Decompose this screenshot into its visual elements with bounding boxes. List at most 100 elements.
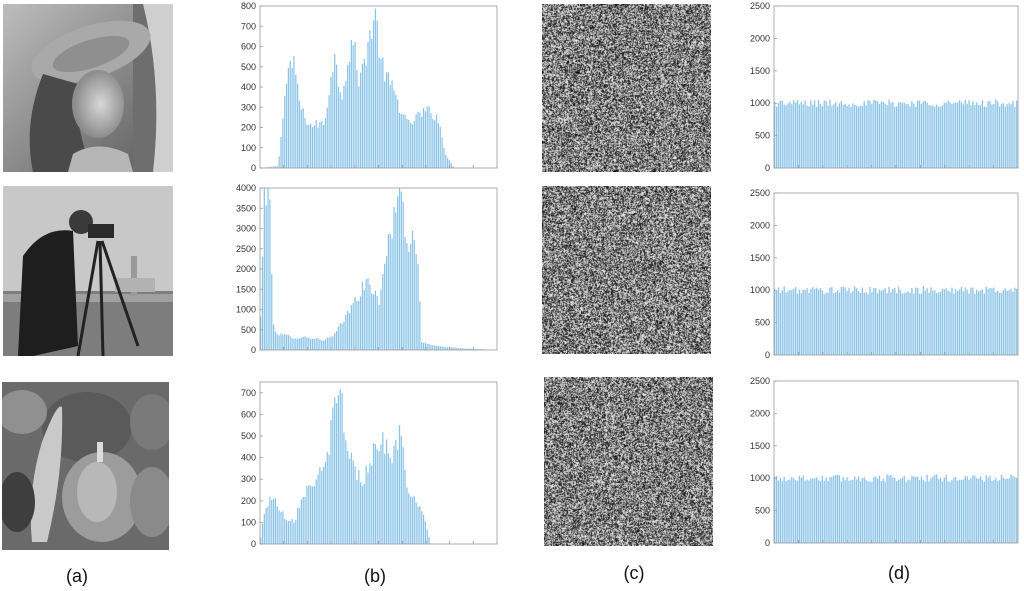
histogram-bar (304, 118, 306, 168)
histogram-bar (382, 273, 384, 350)
histogram-bar (278, 156, 280, 168)
histogram-bar (815, 106, 818, 168)
histogram-bar (326, 337, 328, 350)
histogram-bar (890, 475, 892, 543)
histogram-bar (823, 100, 825, 168)
histogram-bar (833, 104, 835, 168)
histogram-original-row-2: 0 500 1000 1500 2000 2500 3000 3500 4000 (226, 183, 501, 356)
histogram-bar (958, 289, 961, 355)
histogram-bar (347, 450, 349, 544)
histogram-bar (920, 476, 923, 543)
histogram-bar (426, 344, 428, 350)
histogram-bar (894, 106, 896, 168)
histogram-bar (791, 103, 793, 168)
histogram-bar (916, 287, 919, 355)
histogram-bar (798, 289, 801, 355)
histogram-bar (1004, 106, 1006, 168)
histogram-bar (974, 475, 976, 543)
histogram-bar (987, 477, 989, 543)
noise-canvas (542, 4, 711, 172)
histogram-bar (998, 106, 1001, 168)
y-tick-label: 500 (241, 62, 256, 72)
histogram-bar (798, 104, 801, 168)
histogram-bar (932, 105, 934, 168)
histogram-bar (859, 481, 862, 543)
histogram-bar (821, 475, 823, 543)
histogram-bar (409, 496, 412, 544)
histogram-bar (354, 297, 356, 350)
histogram-bar (977, 478, 980, 543)
histogram-bar (380, 289, 382, 350)
histogram-bar (890, 292, 892, 355)
histogram-bar (419, 301, 421, 350)
histogram-bar (789, 290, 791, 355)
histogram-bar (901, 102, 904, 168)
histogram-bar (322, 340, 325, 350)
histogram-bar (421, 116, 423, 168)
histogram-bar (335, 64, 338, 168)
histogram-bar (939, 477, 942, 543)
histogram-bar (958, 100, 961, 168)
y-tick-label: 300 (241, 474, 256, 484)
histogram-bar (962, 291, 965, 355)
histogram-bar (869, 100, 871, 168)
histogram-bar (413, 496, 415, 544)
y-tick-label: 0 (251, 163, 256, 173)
histogram-bar (840, 100, 843, 168)
histogram-bar (469, 348, 471, 350)
histogram-bar (890, 102, 892, 168)
histogram-bar (941, 288, 944, 355)
histogram-bar (876, 478, 879, 543)
histogram-bar (901, 293, 904, 355)
histogram-bar (922, 101, 924, 168)
histogram-bar (361, 485, 364, 544)
histogram-bar (309, 123, 312, 168)
histogram-bar (404, 114, 406, 168)
histogram-bar (321, 470, 323, 544)
histogram-bar (397, 196, 399, 350)
histogram-bar (309, 339, 312, 350)
histogram-bar (831, 286, 833, 355)
histogram-bar (825, 292, 827, 355)
histogram-bar (352, 303, 354, 350)
histogram-bar (882, 289, 884, 355)
histogram-bar (907, 479, 909, 543)
histogram-bar (957, 480, 959, 543)
histogram-chart: 0 500 1000 1500 2000 2500 (750, 188, 1019, 360)
histogram-chart: 0 500 1000 1500 2000 2500 (750, 1, 1019, 173)
histogram-bar (272, 166, 275, 168)
histogram-bar (970, 478, 972, 543)
histogram-bar (787, 479, 789, 543)
histogram-bar (1000, 103, 1003, 168)
y-tick-label: 2000 (750, 220, 770, 230)
histogram-bar (395, 95, 397, 168)
histogram-bar (1006, 290, 1008, 355)
histogram-bar (315, 479, 317, 544)
histogram-bar (861, 287, 863, 355)
histogram-bar (926, 102, 928, 168)
histogram-bar (345, 440, 347, 544)
histogram-bar (1004, 288, 1006, 355)
histogram-bar (411, 124, 414, 168)
histogram-bar (450, 163, 452, 168)
histogram-bar (345, 81, 347, 168)
histogram-bar (356, 480, 358, 544)
histogram-bar (884, 288, 886, 355)
histogram-bar (313, 486, 315, 544)
histogram-bar (1014, 477, 1016, 543)
histogram-bar (417, 506, 419, 544)
histogram-bar (369, 284, 371, 350)
histogram-bar (424, 342, 427, 350)
histogram-bar (398, 425, 401, 544)
histogram-bar (348, 313, 351, 350)
histogram-bar (878, 475, 881, 543)
histogram-bar (859, 292, 862, 355)
histogram-bar (352, 460, 354, 544)
y-tick-label: 700 (241, 21, 256, 31)
histogram-bar (777, 102, 780, 168)
histogram-bar (930, 478, 932, 543)
histogram-original-row-1: 0 100 200 300 400 500 600 700 800 (226, 1, 501, 174)
histogram-bar (339, 92, 341, 168)
histogram-bar (467, 348, 469, 350)
histogram-bar (888, 475, 890, 543)
